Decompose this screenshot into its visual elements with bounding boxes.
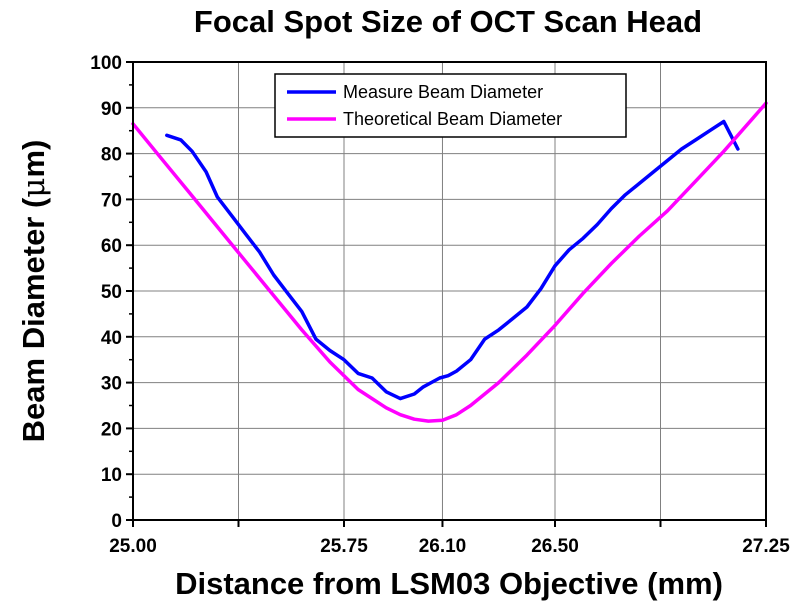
y-tick-label: 50 — [101, 282, 122, 303]
y-tick-label: 0 — [111, 511, 122, 532]
tick-marks — [126, 61, 767, 527]
y-tick-label: 90 — [101, 99, 122, 120]
y-tick-label: 10 — [101, 465, 122, 486]
legend: Measure Beam Diameter Theoretical Beam D… — [274, 73, 627, 138]
y-axis-label-main: Beam Diameter ( — [16, 197, 51, 442]
gridlines — [133, 62, 766, 520]
y-tick-label: 80 — [101, 145, 122, 166]
y-tick-label: 60 — [101, 236, 122, 257]
y-tick-label: 70 — [101, 190, 122, 211]
tick-labels: 0 10 20 30 40 50 60 70 80 90 100 25.00 25.75 26.10 26.… — [90, 53, 790, 557]
y-tick-label: 20 — [101, 419, 122, 440]
x-axis-label: Distance from LSM03 Objective (mm) — [175, 566, 723, 601]
chart-title: Focal Spot Size of OCT Scan Head — [194, 4, 702, 39]
series-measured-line — [165, 119, 740, 401]
x-tick-label: 25.00 — [109, 536, 157, 557]
legend-label-measured: Measure Beam Diameter — [343, 82, 543, 102]
x-tick-label: 26.10 — [419, 536, 467, 557]
y-tick-label: 30 — [101, 374, 122, 395]
series-group — [131, 101, 768, 423]
y-axis-label-end: m) — [16, 140, 51, 178]
x-tick-label: 25.75 — [320, 536, 368, 557]
legend-label-theoretical: Theoretical Beam Diameter — [343, 109, 562, 129]
x-tick-label: 26.50 — [531, 536, 579, 557]
series-theoretical-line — [131, 101, 768, 423]
y-axis-label: Beam Diameter (μm) — [16, 140, 52, 443]
y-axis-label-mu: μ — [16, 178, 52, 198]
legend-box — [274, 73, 627, 138]
x-tick-label: 27.25 — [742, 536, 790, 557]
y-tick-label: 40 — [101, 328, 122, 349]
y-tick-label: 100 — [90, 53, 122, 74]
